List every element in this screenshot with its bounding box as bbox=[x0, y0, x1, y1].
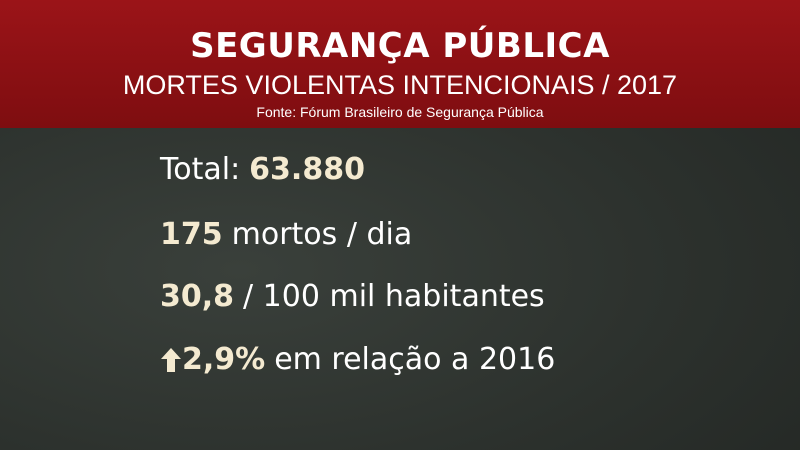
source: Fonte: Fórum Brasileiro de Segurança Púb… bbox=[256, 104, 544, 120]
stat-row: 2,9% em relação a 2016 bbox=[160, 342, 555, 377]
stat-row: 175 mortos / dia bbox=[160, 217, 412, 252]
value: 2,9% bbox=[182, 342, 266, 377]
up-arrow bbox=[161, 347, 181, 372]
text: mortos / dia bbox=[231, 217, 413, 252]
value: 30,8 bbox=[160, 279, 235, 314]
text: em relação a 2016 bbox=[274, 342, 556, 377]
stat-row: Total: 63.880 bbox=[160, 152, 365, 187]
value: 63.880 bbox=[249, 152, 365, 187]
text: / 100 mil habitantes bbox=[243, 279, 545, 314]
title: SEGURANÇA PÚBLICA bbox=[190, 26, 610, 66]
subtitle: MORTES VIOLENTAS INTENCIONAIS / 2017 bbox=[122, 70, 678, 100]
value: 175 bbox=[160, 217, 223, 252]
stat-row: 30,8 / 100 mil habitantes bbox=[160, 279, 545, 314]
header-band: SEGURANÇA PÚBLICA MORTES VIOLENTAS INTEN… bbox=[0, 0, 800, 128]
label: Total: bbox=[160, 152, 241, 187]
